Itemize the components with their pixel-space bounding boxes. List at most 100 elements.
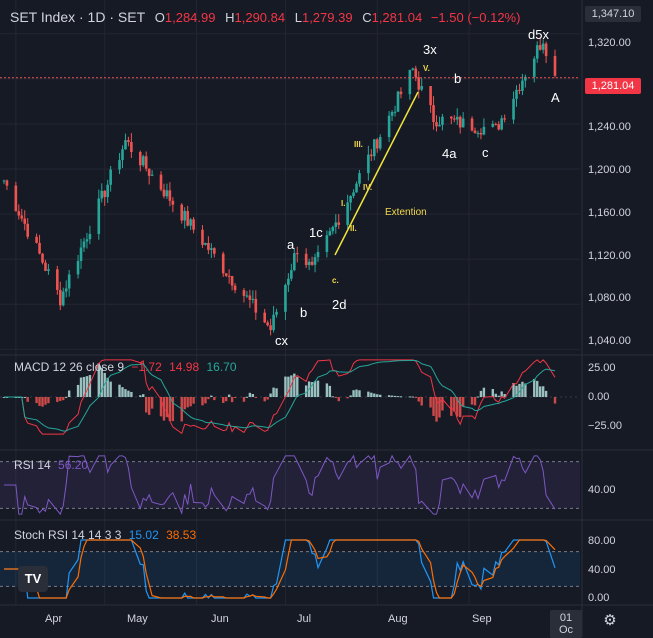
macd-histogram-bar: [147, 397, 151, 415]
macd-histogram-bar: [503, 394, 506, 397]
candle-body: [420, 86, 423, 90]
candle-body: [97, 198, 101, 235]
time-tick: Apr: [45, 613, 63, 625]
macd-histogram-bar: [272, 387, 275, 397]
candle-body: [85, 239, 89, 242]
candle-body: [121, 149, 124, 161]
candle-body: [64, 288, 68, 292]
macd-histogram-bar: [349, 395, 352, 397]
wave-label-cx: cx: [275, 333, 288, 348]
macd-histogram-bar: [296, 376, 299, 397]
wave-label-c-small: c.: [332, 276, 339, 285]
candle-body: [20, 215, 24, 219]
macd-histogram-bar: [287, 376, 290, 397]
macd-histogram-bar: [352, 390, 355, 397]
candle-body: [521, 80, 524, 91]
candle-body: [58, 289, 62, 306]
candle-body: [432, 105, 435, 123]
macd-tick: −25.00: [588, 420, 622, 432]
candle-body: [162, 189, 166, 197]
candle-body: [251, 298, 255, 300]
macd-histogram-bar: [325, 383, 329, 397]
candle-body: [213, 248, 216, 254]
rsi-tick: 40.00: [588, 484, 616, 496]
stoch-tick: 40.00: [588, 564, 616, 576]
macd-histogram-bar: [293, 373, 296, 397]
candle-body: [17, 211, 21, 216]
macd-histogram-bar: [59, 397, 62, 401]
macd-histogram-bar: [233, 397, 237, 398]
candle-body: [180, 204, 184, 221]
macd-histogram-bar: [142, 394, 145, 397]
tradingview-logo[interactable]: TV: [18, 566, 48, 592]
candle-body: [535, 45, 539, 59]
price-tick: 1,320.00: [588, 37, 631, 49]
candle-body: [76, 261, 80, 275]
candle-body: [67, 274, 71, 289]
macd-histogram-bar: [500, 391, 503, 397]
stoch-band: [0, 551, 580, 587]
macd-histogram-bar: [222, 397, 225, 403]
stoch-legend[interactable]: Stoch RSI 14 14 3 3 15.02 38.53: [14, 528, 197, 542]
candle-body: [227, 275, 231, 277]
macd-value: 14.98: [169, 360, 200, 374]
candle-body: [497, 124, 501, 130]
candle-body: [150, 174, 154, 176]
macd-histogram-bar: [207, 397, 210, 400]
macd-histogram-bar: [210, 395, 213, 397]
stoch-tick: 80.00: [588, 535, 616, 547]
price-tick: 1,160.00: [588, 207, 631, 219]
rsi-legend[interactable]: RSI 14 56.20: [14, 458, 89, 472]
macd-histogram-bar: [473, 397, 477, 406]
time-tick: Sep: [472, 613, 492, 625]
candle-body: [479, 132, 483, 135]
macd-histogram-bar: [521, 381, 524, 397]
rsi-pane: [0, 454, 580, 516]
candle-body: [313, 257, 317, 265]
wave-label-d5x: d5x: [528, 27, 549, 42]
macd-hist-value: −1.72: [131, 360, 162, 374]
last-price-tag: 1,281.04: [585, 78, 641, 94]
candle-body: [35, 236, 38, 243]
candle-body: [147, 168, 151, 176]
gear-icon[interactable]: ⚙: [603, 612, 617, 629]
macd-histogram-bar: [130, 391, 133, 397]
candle-body: [538, 45, 542, 50]
candle-body: [293, 253, 296, 271]
candle-body: [254, 298, 258, 313]
candle-body: [524, 76, 527, 81]
wave-label-A: A: [551, 90, 560, 105]
symbol-title[interactable]: SET Index · 1D · SET: [10, 9, 146, 25]
candle-body: [408, 69, 412, 95]
rsi-value: 56.20: [58, 458, 89, 472]
candle-body: [375, 139, 379, 149]
candle-body: [503, 118, 506, 120]
wave-label-b2: b: [300, 305, 308, 320]
candle-body: [138, 152, 142, 166]
macd-histogram-bar: [358, 390, 361, 397]
candle-body: [210, 248, 213, 250]
candle-body: [183, 210, 187, 221]
candle-body: [88, 234, 92, 240]
candle-body: [399, 91, 403, 95]
macd-histogram-bar: [82, 376, 86, 397]
macd-histogram-bar: [100, 367, 103, 397]
macd-histogram-bar: [453, 397, 456, 412]
candle-body: [393, 111, 397, 113]
candle-body: [224, 273, 228, 276]
candle-body: [263, 312, 266, 323]
candle-body: [103, 190, 107, 198]
macd-histogram-bar: [476, 396, 480, 398]
macd-histogram-bar: [124, 389, 127, 397]
macd-histogram-bar: [56, 397, 59, 402]
candle-body: [370, 154, 373, 157]
macd-histogram-bar: [165, 397, 169, 418]
macd-legend[interactable]: MACD 12 26 close 9 −1.72 14.98 16.70: [14, 360, 237, 374]
candle-body: [544, 43, 548, 57]
macd-tick: 25.00: [588, 362, 616, 374]
price-candles: [2, 37, 557, 336]
macd-histogram-bar: [106, 377, 109, 397]
candle-body: [372, 139, 376, 157]
